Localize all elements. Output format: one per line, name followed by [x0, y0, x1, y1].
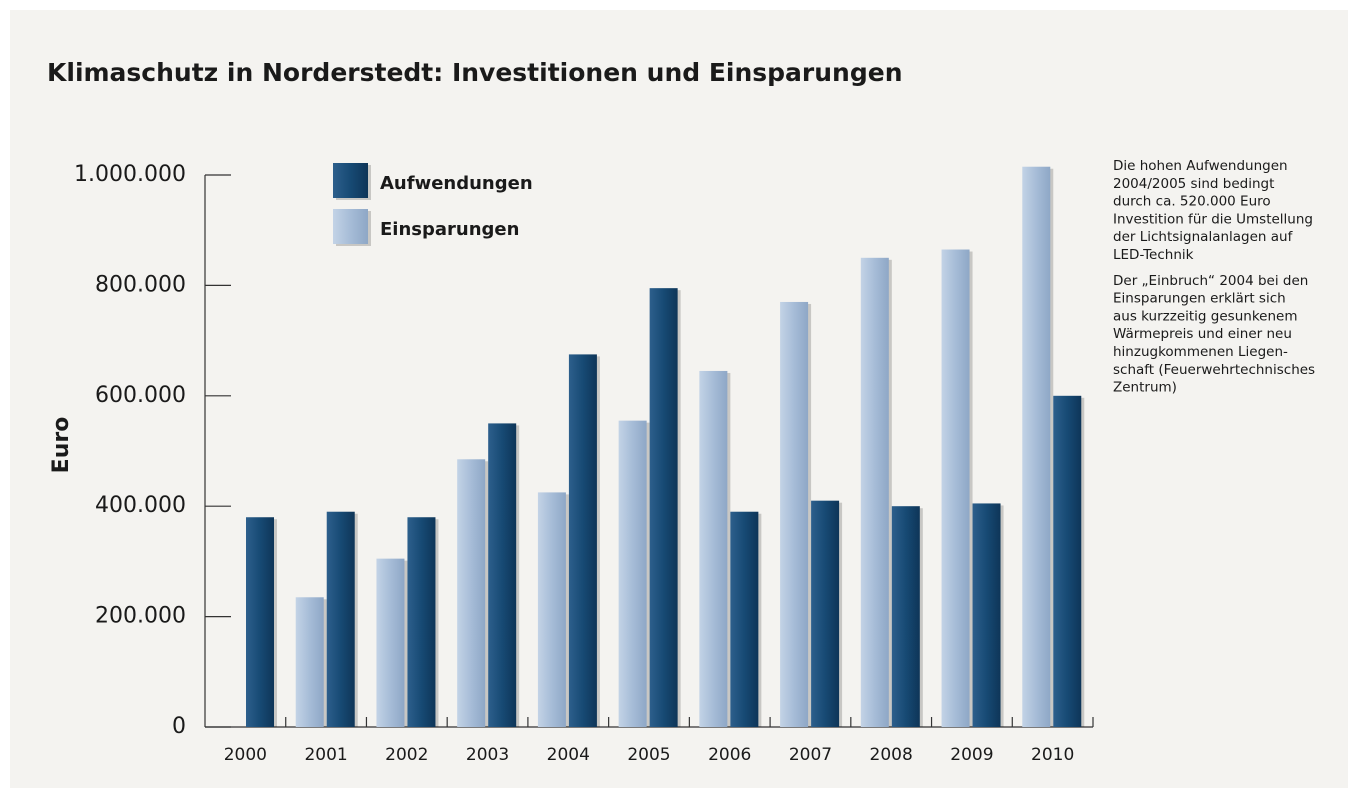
annotation: Zentrum) [1113, 380, 1177, 396]
bar [1053, 395, 1082, 727]
bar [295, 597, 324, 727]
y-tick-label: 1.000.000 [74, 162, 186, 187]
annotation: LED-Technik [1113, 247, 1194, 263]
panel [10, 10, 1348, 788]
annotation: Investition für die Umstellung [1113, 211, 1313, 227]
bar [730, 511, 759, 727]
bar [246, 517, 274, 727]
legend-swatch [333, 209, 368, 244]
legend-swatch [333, 163, 368, 198]
annotation: Wärmepreis und einer neu [1113, 326, 1292, 342]
x-tick-label: 2005 [627, 745, 670, 765]
annotation: der Lichtsignalanlagen auf [1113, 229, 1294, 245]
x-tick-label: 2004 [547, 745, 590, 765]
bar [326, 511, 355, 727]
x-tick-label: 2010 [1031, 745, 1074, 765]
y-tick-label: 200.000 [95, 604, 186, 629]
y-tick-label: 400.000 [95, 493, 186, 518]
x-tick-label: 2006 [708, 745, 751, 765]
bar [699, 370, 728, 727]
bar [860, 257, 889, 727]
y-tick-label: 600.000 [95, 383, 186, 408]
annotation: schaft (Feuerwehrtechnisches [1113, 362, 1315, 378]
bar [488, 423, 517, 727]
bar [537, 492, 566, 727]
y-axis-label: Euro [49, 417, 74, 474]
bar [891, 506, 920, 727]
annotation: hinzugkommenen Liegen- [1113, 344, 1288, 360]
bar [972, 503, 1001, 727]
bar [941, 249, 970, 727]
bar [376, 558, 405, 727]
annotation: aus kurzzeitig gesunkenem [1113, 308, 1297, 324]
bar [407, 517, 436, 727]
x-tick-label: 2001 [304, 745, 347, 765]
legend-label: Aufwendungen [380, 173, 533, 194]
y-tick-label: 800.000 [95, 272, 186, 297]
x-tick-label: 2009 [950, 745, 993, 765]
x-tick-label: 2002 [385, 745, 428, 765]
legend-label: Einsparungen [380, 219, 519, 240]
x-tick-label: 2000 [224, 745, 267, 765]
annotation: Einsparungen erklärt sich [1113, 291, 1286, 307]
bar [568, 354, 597, 727]
bar [457, 459, 486, 727]
bar [1022, 166, 1051, 728]
chart-title: Klimaschutz in Norderstedt: Investitione… [47, 58, 903, 87]
x-tick-label: 2007 [789, 745, 832, 765]
bar [780, 301, 809, 727]
bar [649, 288, 678, 727]
y-tick-label: 0 [172, 714, 186, 739]
bar [618, 420, 647, 727]
annotation: Die hohen Aufwendungen [1113, 158, 1288, 174]
x-tick-label: 2008 [870, 745, 913, 765]
bar [811, 500, 840, 727]
annotation: durch ca. 520.000 Euro [1113, 194, 1271, 210]
x-tick-label: 2003 [466, 745, 509, 765]
annotation: Der „Einbruch“ 2004 bei den [1113, 273, 1308, 289]
annotation: 2004/2005 sind bedingt [1113, 176, 1274, 192]
